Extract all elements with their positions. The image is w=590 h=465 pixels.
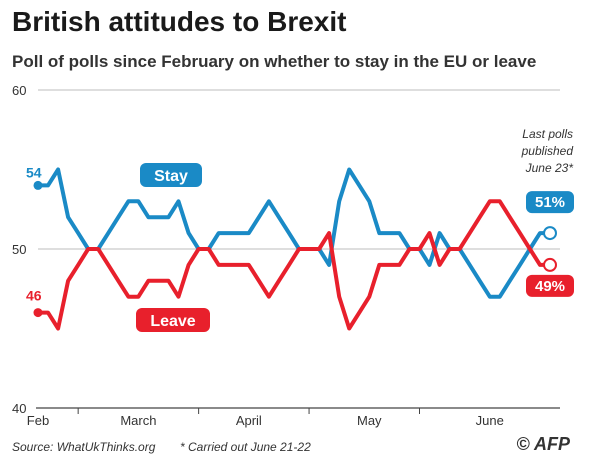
annotation-line-3: June 23*	[525, 161, 574, 175]
leave-end-point	[543, 257, 557, 272]
stay-series-line	[36, 167, 552, 299]
chart-title: British attitudes to Brexit	[12, 6, 347, 37]
stay-label: Stay	[154, 168, 188, 185]
x-tick-label-june: June	[476, 413, 504, 428]
leave-label: Leave	[150, 313, 195, 330]
source-note: Source: WhatUkThinks.org	[12, 440, 156, 454]
annotation-line-2: published	[521, 144, 574, 158]
x-tick-label-may: May	[357, 413, 382, 428]
leave-label-box	[136, 308, 210, 332]
leave-series-line	[36, 199, 552, 331]
leave-end-badge	[526, 274, 574, 297]
y-tick-label-60: 60	[12, 83, 26, 98]
x-tick-label-feb: Feb	[27, 413, 49, 428]
leave-end-label: 49%	[535, 278, 565, 295]
y-tick-label-40: 40	[12, 401, 26, 416]
x-tick-label-march: March	[120, 413, 156, 428]
stay-start-point	[33, 180, 43, 190]
stay-end-badge	[526, 191, 574, 214]
stay-end-label: 51%	[535, 194, 565, 211]
x-tick-label-april: April	[236, 413, 262, 428]
leave-start-label: 46	[26, 288, 42, 304]
afp-credit: © AFP	[516, 434, 570, 454]
annotation-line-1: Last polls	[522, 127, 573, 141]
chart-subtitle: Poll of polls since February on whether …	[12, 52, 537, 71]
stay-end-point	[543, 226, 557, 241]
y-tick-label-50: 50	[12, 242, 26, 257]
leave-start-point	[33, 308, 43, 318]
footnote: * Carried out June 21-22	[180, 440, 311, 454]
stay-start-label: 54	[26, 164, 42, 180]
stay-label-box	[140, 163, 202, 187]
